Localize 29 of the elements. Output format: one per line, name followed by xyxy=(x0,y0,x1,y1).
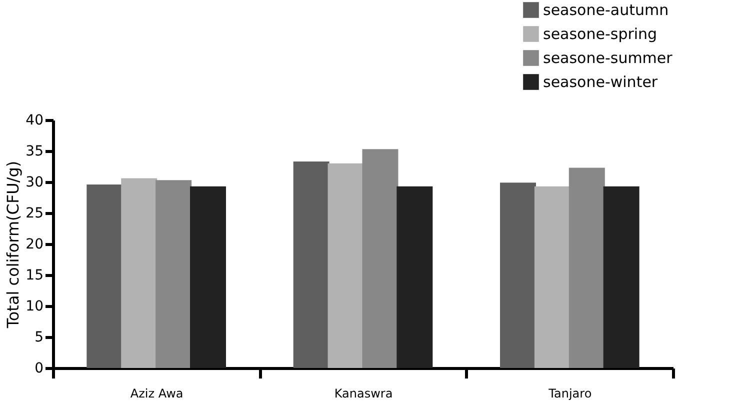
bar xyxy=(293,162,330,368)
bar xyxy=(396,186,433,368)
legend-label: seasone-winter xyxy=(543,73,658,91)
y-tick-label: 30 xyxy=(26,174,44,190)
bar xyxy=(121,178,158,368)
bar xyxy=(190,186,226,368)
bar xyxy=(568,168,605,368)
y-tick-label: 20 xyxy=(26,236,44,252)
y-tick-label: 40 xyxy=(26,112,44,128)
y-tick-label: 10 xyxy=(26,298,44,314)
x-tick-label: Kanaswra xyxy=(334,386,393,400)
legend-label: seasone-autumn xyxy=(543,1,669,19)
y-axis-title: Total coliform(CFU/g) xyxy=(4,160,23,330)
bar xyxy=(86,184,123,368)
bar xyxy=(328,163,364,368)
y-tick-label: 15 xyxy=(26,268,44,284)
y-tick-label: 5 xyxy=(34,330,44,346)
x-tick-label: Tanjaro xyxy=(548,386,592,400)
legend-label: seasone-summer xyxy=(543,49,674,67)
bar xyxy=(500,182,536,368)
y-tick-label: 0 xyxy=(34,360,44,376)
bar xyxy=(362,149,398,368)
bar xyxy=(603,186,640,368)
y-tick-label: 25 xyxy=(26,206,44,222)
legend-label: seasone-spring xyxy=(543,25,658,43)
y-tick-label: 35 xyxy=(26,144,44,160)
x-tick-label: Aziz Awa xyxy=(130,386,184,400)
bar xyxy=(156,180,192,368)
bar xyxy=(534,186,570,368)
